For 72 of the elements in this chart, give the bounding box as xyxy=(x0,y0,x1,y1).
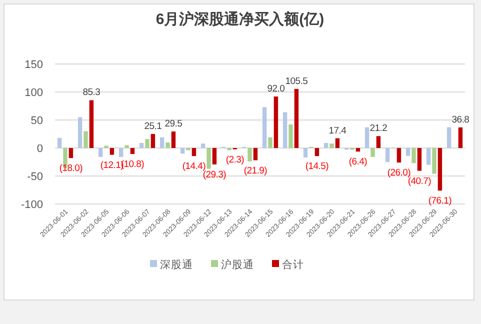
data-label: (6.4) xyxy=(348,156,368,168)
bar xyxy=(145,139,150,148)
bar xyxy=(253,148,258,160)
bar xyxy=(206,148,211,169)
bar xyxy=(274,96,278,148)
y-tick-label: 150 xyxy=(24,59,43,71)
y-tick-label: 100 xyxy=(24,87,43,99)
data-label: 29.5 xyxy=(164,118,182,130)
bar xyxy=(268,137,272,148)
data-label: 105.5 xyxy=(285,76,308,87)
data-label: (21.9) xyxy=(244,165,268,176)
bar xyxy=(110,148,114,155)
bar xyxy=(248,148,252,162)
chart-title: 6月沪深股通净买入额(亿) xyxy=(156,10,324,28)
bar xyxy=(385,148,390,162)
y-tick-label: -50 xyxy=(27,171,43,183)
bar xyxy=(432,148,436,174)
data-label: (76.1) xyxy=(428,196,452,207)
bar xyxy=(288,124,293,148)
bar xyxy=(406,148,410,156)
bar xyxy=(78,117,82,148)
bar xyxy=(160,137,164,148)
bar xyxy=(180,148,185,154)
bar xyxy=(356,148,360,152)
bar xyxy=(150,134,156,148)
bar xyxy=(282,112,288,148)
bar xyxy=(118,148,124,157)
legend-label: 合计 xyxy=(282,258,304,271)
bar xyxy=(89,100,94,148)
bar xyxy=(98,148,103,157)
data-label: (14.5) xyxy=(305,161,329,172)
legend-label: 沪股通 xyxy=(221,258,254,271)
data-label: 36.8 xyxy=(452,114,470,126)
y-tick-label: 0 xyxy=(36,143,43,155)
bar xyxy=(57,138,62,148)
bar xyxy=(303,148,308,158)
bar xyxy=(417,148,422,171)
legend-label: 深股通 xyxy=(160,258,193,271)
bar xyxy=(139,142,144,148)
data-label: 92.0 xyxy=(267,83,285,94)
data-label: 21.2 xyxy=(370,123,388,134)
bar xyxy=(294,88,299,148)
bar xyxy=(84,131,88,148)
bar xyxy=(124,145,129,148)
bar xyxy=(200,144,206,148)
bar xyxy=(68,148,74,158)
bar xyxy=(171,131,176,148)
data-label: (2.3) xyxy=(226,154,244,166)
bar xyxy=(212,148,217,164)
bar xyxy=(426,148,431,165)
y-tick-label: -100 xyxy=(20,199,43,211)
bar xyxy=(446,127,452,148)
data-label: 85.3 xyxy=(82,87,100,98)
data-label: (18.0) xyxy=(59,163,83,174)
bar xyxy=(192,148,196,156)
bar xyxy=(370,148,375,157)
bar xyxy=(458,127,463,148)
bar xyxy=(166,142,170,148)
bar xyxy=(412,148,416,164)
bar xyxy=(335,138,340,148)
bar xyxy=(438,148,442,191)
bar xyxy=(364,127,370,148)
bar xyxy=(396,148,402,163)
bar xyxy=(262,107,267,148)
data-label: 17.4 xyxy=(328,125,346,136)
bar xyxy=(324,142,328,148)
bar xyxy=(376,136,381,148)
y-tick-label: 50 xyxy=(30,115,43,127)
bar xyxy=(314,148,320,156)
bar xyxy=(330,144,334,148)
bar xyxy=(130,148,135,154)
data-label: 25.1 xyxy=(144,120,162,132)
